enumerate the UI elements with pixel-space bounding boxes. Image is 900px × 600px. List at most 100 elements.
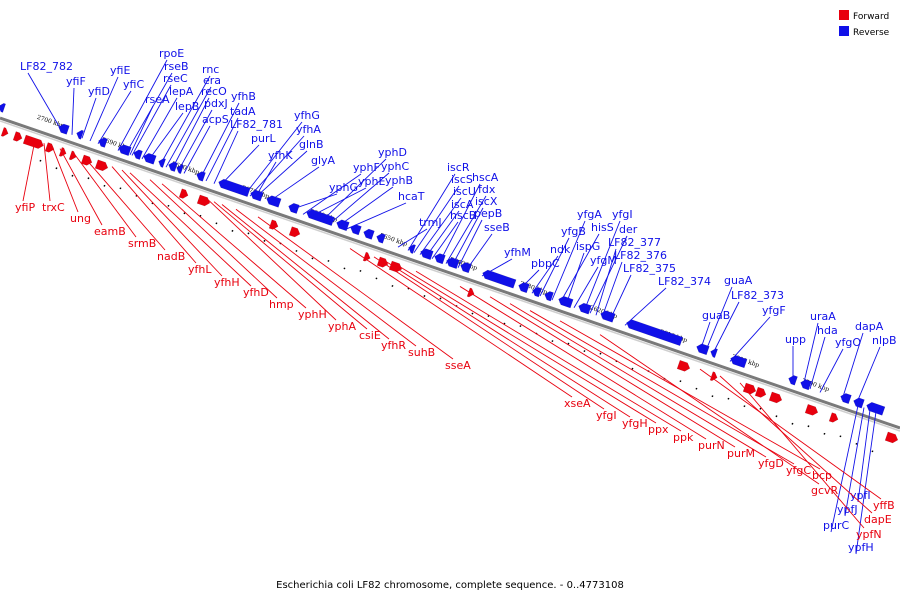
leader-line xyxy=(59,148,103,226)
chromosome-backbone xyxy=(0,116,900,432)
reverse-gene-label: yfiF xyxy=(66,75,86,88)
position-dot xyxy=(551,340,554,343)
leader-line xyxy=(129,105,154,155)
position-dot xyxy=(311,257,314,260)
leader-line xyxy=(699,368,882,500)
position-dot xyxy=(55,167,58,170)
position-dot xyxy=(839,435,842,438)
leader-line xyxy=(711,301,740,356)
position-dot xyxy=(519,325,522,328)
position-dot xyxy=(791,422,794,425)
gene-arrow xyxy=(288,226,301,238)
forward-gene-label: yfgI xyxy=(596,409,617,422)
leader-line xyxy=(81,97,97,139)
leader-line xyxy=(302,173,362,215)
leader-line xyxy=(213,201,368,330)
leader-line xyxy=(704,286,733,354)
position-dot xyxy=(231,229,234,232)
leader-line xyxy=(457,219,483,268)
leader-line xyxy=(609,274,632,321)
legend-forward-label: Forward xyxy=(853,12,889,22)
leader-line xyxy=(719,375,873,514)
gene-arrow xyxy=(466,287,475,298)
leader-line xyxy=(509,303,767,458)
gene-arrow xyxy=(742,382,757,395)
leader-line xyxy=(559,320,821,470)
reverse-gene-label: hcaT xyxy=(398,190,425,203)
leader-line xyxy=(129,172,252,287)
reverse-gene-label: LF82_376 xyxy=(614,249,667,262)
reverse-gene-label: pdxJ xyxy=(204,97,228,110)
leader-line xyxy=(425,210,460,257)
gene-arrow xyxy=(828,412,839,423)
leader-line xyxy=(71,87,75,135)
position-dot xyxy=(71,174,74,177)
leader-line xyxy=(171,97,210,170)
reverse-gene-label: glyA xyxy=(311,154,336,167)
position-dot xyxy=(823,432,826,435)
gene-arrow xyxy=(196,194,211,207)
reverse-gene-label: dapA xyxy=(855,320,884,333)
reverse-gene-label: LF82_781 xyxy=(230,118,283,131)
position-dot xyxy=(679,380,682,383)
reverse-gene-label: fdx xyxy=(478,183,496,196)
gene-arrow xyxy=(22,134,44,149)
forward-gene-label: dapE xyxy=(864,513,892,526)
position-dot xyxy=(695,387,698,390)
map-caption: Escherichia coli LF82 chromosome, comple… xyxy=(276,580,624,591)
reverse-gene-label: rseC xyxy=(163,72,188,85)
reverse-gene-label: purC xyxy=(823,519,849,532)
forward-labels: yfiP trxCungeamBsrmBnadByfhLyfhHyfhDhmpyp… xyxy=(15,139,895,541)
reverse-gene-label: pbpC xyxy=(531,257,560,270)
forward-gene-label: suhB xyxy=(408,346,435,359)
gene-arrow xyxy=(133,149,143,160)
position-dot xyxy=(871,450,874,453)
leader-line xyxy=(383,259,631,418)
leader-line xyxy=(830,405,859,533)
leader-line xyxy=(857,409,871,503)
position-dot xyxy=(327,259,330,262)
gene-arrow xyxy=(853,397,865,409)
position-dot xyxy=(727,397,730,400)
reverse-gene-label: yphD xyxy=(378,146,407,159)
forward-gene-label: yffB xyxy=(873,499,895,512)
leader-line xyxy=(121,169,223,277)
reverse-gene-label: der xyxy=(619,223,638,236)
leader-line xyxy=(221,204,390,340)
leader-line xyxy=(855,346,881,406)
leader-line xyxy=(117,59,168,151)
forward-gene-label: nadB xyxy=(157,250,185,263)
forward-gene-label: hmp xyxy=(269,298,294,311)
reverse-gene-label: yphF xyxy=(353,161,380,174)
gene-arrow xyxy=(0,127,9,137)
reverse-gene-label: hisS xyxy=(591,221,614,234)
leader-line xyxy=(451,207,484,266)
leader-line xyxy=(559,233,600,304)
gene-arrow xyxy=(730,355,748,369)
leader-line xyxy=(183,125,211,174)
leader-line xyxy=(309,187,367,218)
leader-line xyxy=(321,158,387,222)
reverse-gene-label: rpoE xyxy=(159,47,184,60)
position-dot xyxy=(119,187,122,190)
position-dot xyxy=(439,297,442,300)
leader-line xyxy=(729,316,771,362)
leader-line xyxy=(337,186,394,227)
reverse-gene-label: pepB xyxy=(474,207,502,220)
forward-gene-label: yphA xyxy=(328,320,356,333)
position-dot xyxy=(423,295,426,297)
reverse-gene-label: yfgF xyxy=(762,304,786,317)
gene-arrow xyxy=(884,431,899,444)
reverse-gene-label: LF82_375 xyxy=(623,262,676,275)
forward-gene-label: ung xyxy=(70,212,91,225)
reverse-features xyxy=(0,103,886,416)
forward-gene-label: yphH xyxy=(298,308,327,321)
leader-line xyxy=(465,233,493,271)
reverse-gene-label: iscR xyxy=(447,161,470,174)
reverse-gene-label: trmJ xyxy=(419,216,442,229)
leader-line xyxy=(624,287,667,326)
reverse-gene-label: ypfJ xyxy=(837,503,858,516)
gene-arrow xyxy=(710,348,718,358)
